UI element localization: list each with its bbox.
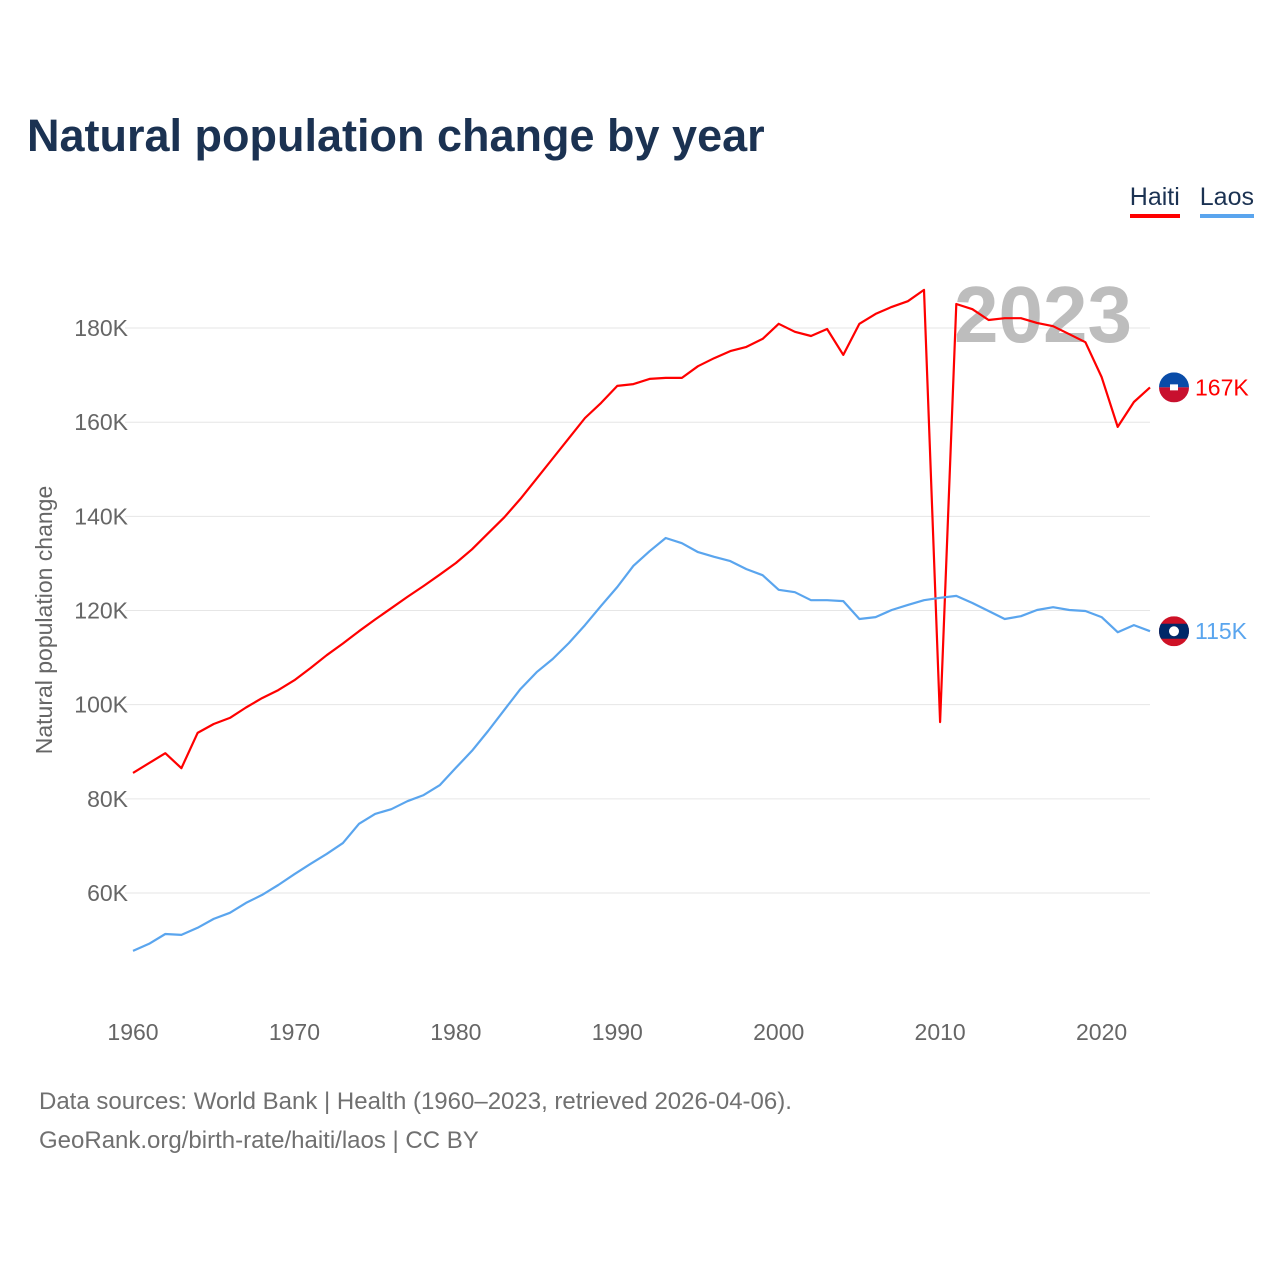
year-watermark: 2023	[954, 270, 1132, 359]
footer-sources: Data sources: World Bank | Health (1960–…	[39, 1088, 792, 1115]
x-tick-label: 2020	[1076, 1019, 1127, 1045]
y-tick-label: 180K	[74, 315, 128, 341]
y-tick-label: 100K	[74, 692, 128, 718]
y-tick-label: 120K	[74, 598, 128, 624]
y-tick-label: 160K	[74, 409, 128, 435]
x-tick-label: 1970	[269, 1019, 320, 1045]
flag-icon-haiti	[1159, 372, 1189, 403]
footer-link[interactable]: GeoRank.org/birth-rate/haiti/laos | CC B…	[39, 1127, 479, 1154]
series-line-haiti	[132, 288, 1151, 774]
flag-icon-laos	[1159, 616, 1189, 647]
chart-title: Natural population change by year	[27, 110, 765, 161]
x-tick-label: 1980	[430, 1019, 481, 1045]
x-tick-label: 2010	[915, 1019, 966, 1045]
end-label-laos: 115K	[1195, 618, 1248, 644]
legend-item-haiti[interactable]: Haiti	[1129, 183, 1180, 218]
y-tick-label: 60K	[87, 880, 129, 906]
x-tick-label: 2000	[753, 1019, 804, 1045]
series-line-laos	[132, 536, 1151, 952]
y-axis-label: Natural population change	[31, 486, 57, 755]
y-tick-label: 140K	[74, 503, 128, 529]
x-tick-label: 1990	[592, 1019, 643, 1045]
end-label-haiti: 167K	[1195, 374, 1249, 400]
x-tick-label: 1960	[107, 1019, 158, 1045]
y-tick-label: 80K	[87, 786, 129, 812]
legend-item-laos[interactable]: Laos	[1199, 183, 1254, 218]
legend: Haiti Laos	[1129, 183, 1254, 218]
